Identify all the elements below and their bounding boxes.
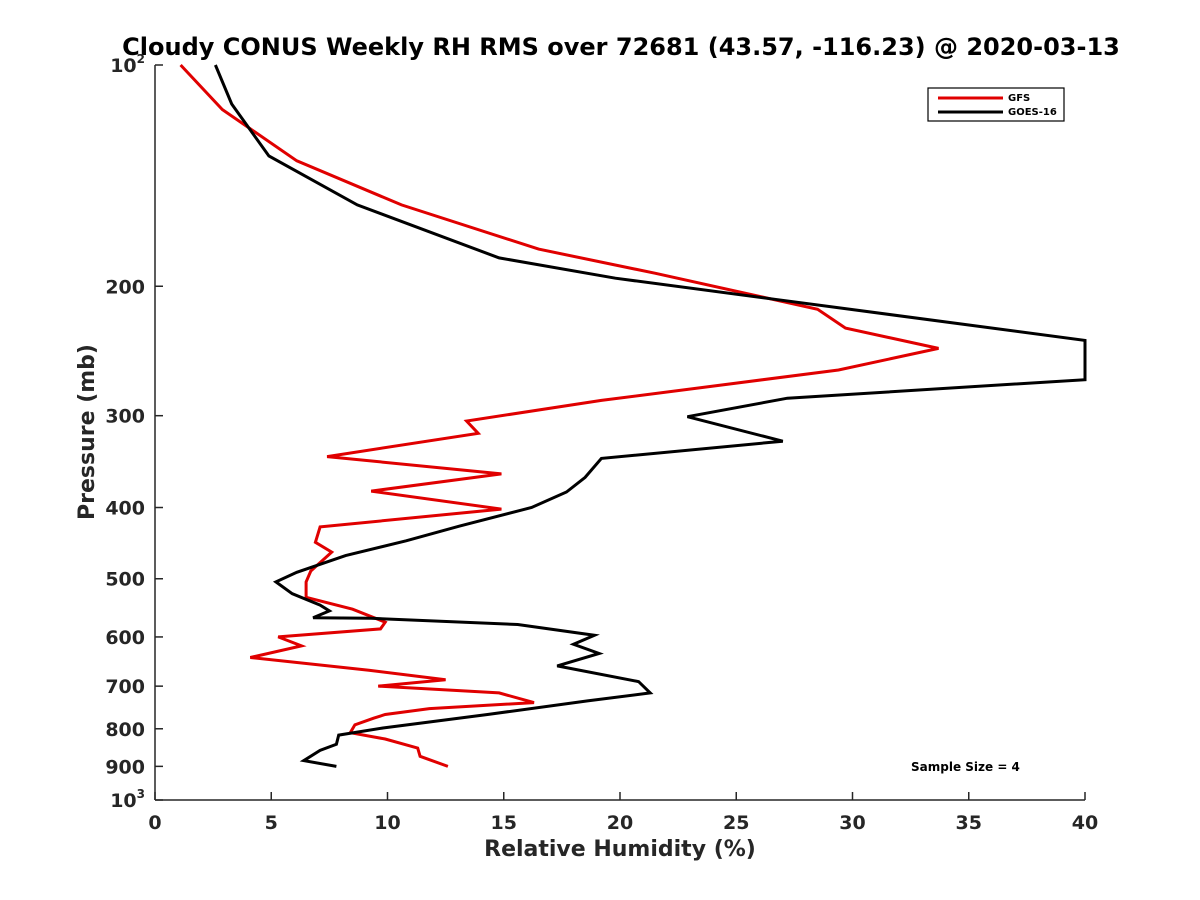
x-tick-label: 0	[148, 812, 161, 834]
x-tick-label: 20	[607, 812, 633, 834]
y-tick-label: 103	[110, 787, 145, 812]
x-axis-label: Relative Humidity (%)	[484, 837, 756, 862]
x-tick-label: 40	[1072, 812, 1098, 834]
legend: GFS GOES-16	[927, 87, 1065, 122]
x-ticks: 0 5 10 15 20 25 30 35 40	[148, 792, 1098, 834]
chart-title: Cloudy CONUS Weekly RH RMS over 72681 (4…	[122, 33, 1120, 61]
y-axis-label: Pressure (mb)	[75, 344, 100, 520]
y-tick-label: 900	[105, 756, 145, 778]
legend-label-goes16: GOES-16	[1008, 107, 1057, 118]
series-line-gfs	[179, 63, 939, 768]
y-ticks: 102 200 300 400 500 600 700 800 900 103	[105, 52, 163, 812]
y-tick-label: 800	[105, 719, 145, 741]
x-tick-label: 30	[839, 812, 865, 834]
x-tick-label: 15	[491, 812, 517, 834]
series-group	[179, 63, 1087, 768]
sample-size-annotation: Sample Size = 4	[911, 760, 1020, 774]
x-tick-label: 25	[723, 812, 749, 834]
x-tick-label: 35	[956, 812, 982, 834]
y-tick-label: 400	[105, 498, 145, 520]
x-tick-label: 10	[374, 812, 400, 834]
y-tick-label: 700	[105, 676, 145, 698]
y-tick-label: 300	[105, 406, 145, 428]
y-tick-label: 500	[105, 569, 145, 591]
legend-label-gfs: GFS	[1008, 93, 1030, 104]
series-line-goes16	[214, 64, 1087, 768]
y-tick-label: 102	[110, 52, 145, 77]
y-tick-label: 600	[105, 627, 145, 649]
y-tick-label: 200	[105, 276, 145, 298]
x-tick-label: 5	[265, 812, 278, 834]
legend-box	[927, 87, 1065, 122]
